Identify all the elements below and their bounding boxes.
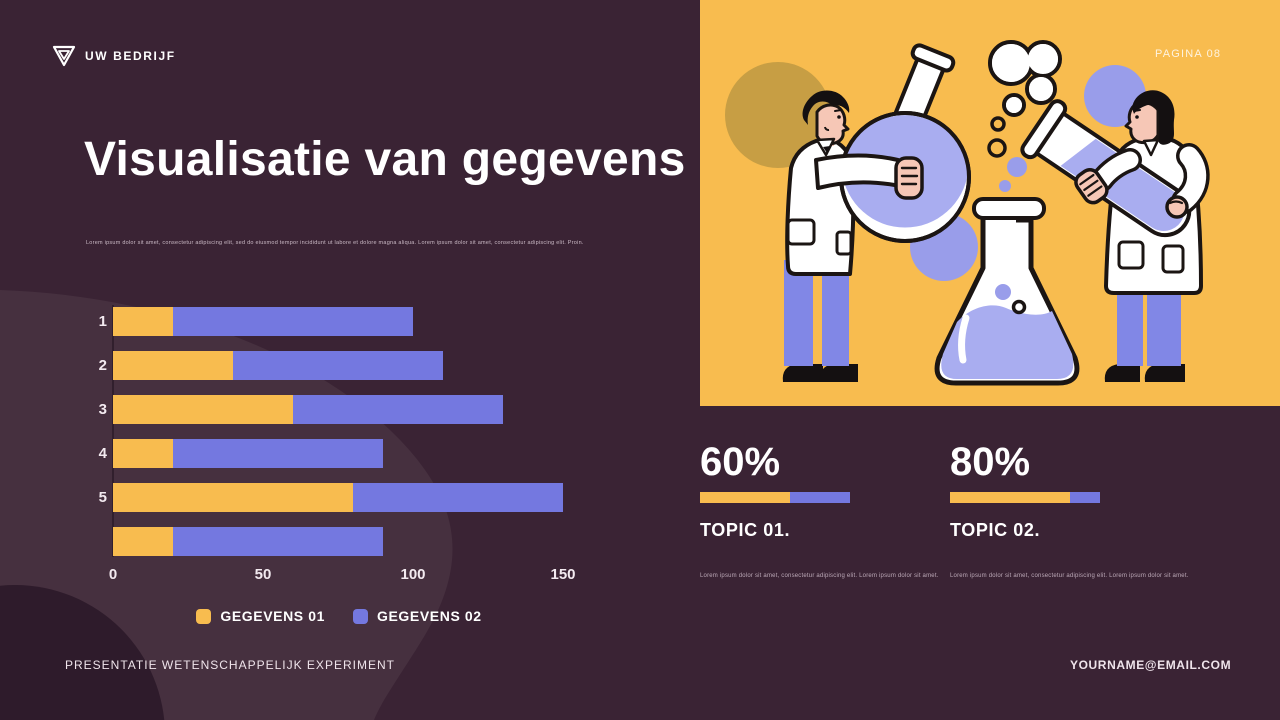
chart-row: 4 bbox=[99, 439, 383, 468]
bar-segment bbox=[113, 307, 173, 336]
chart-category-label: 5 bbox=[98, 489, 107, 506]
logo-text: UW BEDRIJF bbox=[85, 49, 176, 63]
round-flask-shape bbox=[839, 43, 971, 243]
scientist-right-arms bbox=[1074, 143, 1210, 219]
lab-illustration bbox=[725, 40, 1210, 386]
topic-1-description: Lorem ipsum dolor sit amet, consectetur … bbox=[700, 573, 939, 579]
bubble-shape bbox=[1007, 157, 1027, 177]
page-subtitle: Lorem ipsum dolor sit amet, consectetur … bbox=[86, 240, 584, 246]
chart-x-ticks: 0 50 100 150 bbox=[109, 566, 576, 586]
bubble-shape bbox=[999, 180, 1011, 192]
page-title: Visualisatie van gegevens bbox=[84, 133, 686, 186]
bar-segment bbox=[173, 439, 383, 468]
bar-segment bbox=[173, 307, 413, 336]
topic-2-value: 80% bbox=[950, 440, 1031, 484]
topic-block-2: 80% TOPIC 02. Lorem ipsum dolor sit amet… bbox=[950, 440, 1190, 579]
chart-row: 5 bbox=[99, 483, 563, 512]
topic-block-1: 60% TOPIC 01. Lorem ipsum dolor sit amet… bbox=[700, 440, 940, 579]
bar-segment bbox=[113, 483, 353, 512]
chart-legend: GEGEVENS 01 GEGEVENS 02 bbox=[113, 608, 565, 624]
page-number: PAGINA 08 bbox=[1155, 48, 1222, 60]
bar-segment bbox=[113, 395, 293, 424]
bar-segment bbox=[173, 527, 383, 556]
legend-swatch bbox=[353, 608, 368, 624]
bar-segment bbox=[113, 351, 233, 380]
x-tick-label: 100 bbox=[400, 566, 426, 583]
topic-2-progress-bar bbox=[950, 492, 1100, 503]
logo: UW BEDRIJF bbox=[52, 44, 176, 68]
scientist-right-head bbox=[1124, 90, 1175, 157]
legend-swatch bbox=[196, 608, 212, 624]
x-tick-label: 150 bbox=[550, 566, 576, 583]
erlenmeyer-flask-shape bbox=[934, 197, 1080, 386]
illustration-panel bbox=[700, 0, 1280, 406]
stacked-bar-chart: 1 2 3 4 5 bbox=[99, 305, 565, 557]
chart-row: 1 bbox=[99, 307, 413, 336]
chart-category-label: 3 bbox=[98, 401, 107, 418]
bar-segment bbox=[113, 527, 173, 556]
olive-circle-shape bbox=[725, 62, 831, 168]
chart-y-axis bbox=[112, 305, 114, 557]
chart-row bbox=[113, 527, 383, 556]
bar-segment bbox=[353, 483, 563, 512]
topic-1-progress-fill bbox=[700, 492, 790, 503]
scientist-left-arm bbox=[814, 153, 924, 200]
footer-email: YOURNAME@EMAIL.COM bbox=[1070, 658, 1232, 672]
topic-2-description: Lorem ipsum dolor sit amet, consectetur … bbox=[950, 573, 1189, 579]
legend-item: GEGEVENS 02 bbox=[353, 608, 482, 624]
legend-label: GEGEVENS 02 bbox=[377, 608, 482, 624]
topic-1-value: 60% bbox=[700, 440, 781, 484]
bubble-shape bbox=[990, 116, 1006, 132]
topic-1-label: TOPIC 01. bbox=[700, 520, 791, 540]
bar-segment bbox=[233, 351, 443, 380]
topic-2-progress-fill bbox=[950, 492, 1070, 503]
legend-label: GEGEVENS 01 bbox=[220, 608, 325, 624]
x-tick-label: 50 bbox=[254, 566, 272, 583]
smoke-cloud-shape bbox=[988, 40, 1062, 117]
chart-row: 3 bbox=[99, 395, 503, 424]
topic-1-progress-bar bbox=[700, 492, 850, 503]
topic-2-label: TOPIC 02. bbox=[950, 520, 1041, 540]
bubble-shape bbox=[987, 138, 1007, 158]
chart-row: 2 bbox=[99, 351, 443, 380]
legend-item: GEGEVENS 01 bbox=[196, 608, 325, 624]
chart-category-label: 1 bbox=[98, 313, 107, 330]
footer-presentation-title: PRESENTATIE WETENSCHAPPELIJK EXPERIMENT bbox=[65, 658, 395, 672]
chart-category-label: 2 bbox=[98, 357, 107, 374]
bar-segment bbox=[113, 439, 173, 468]
bar-segment bbox=[293, 395, 503, 424]
logo-icon bbox=[52, 45, 76, 67]
x-tick-label: 0 bbox=[108, 566, 118, 583]
chart-category-label: 4 bbox=[98, 445, 107, 462]
